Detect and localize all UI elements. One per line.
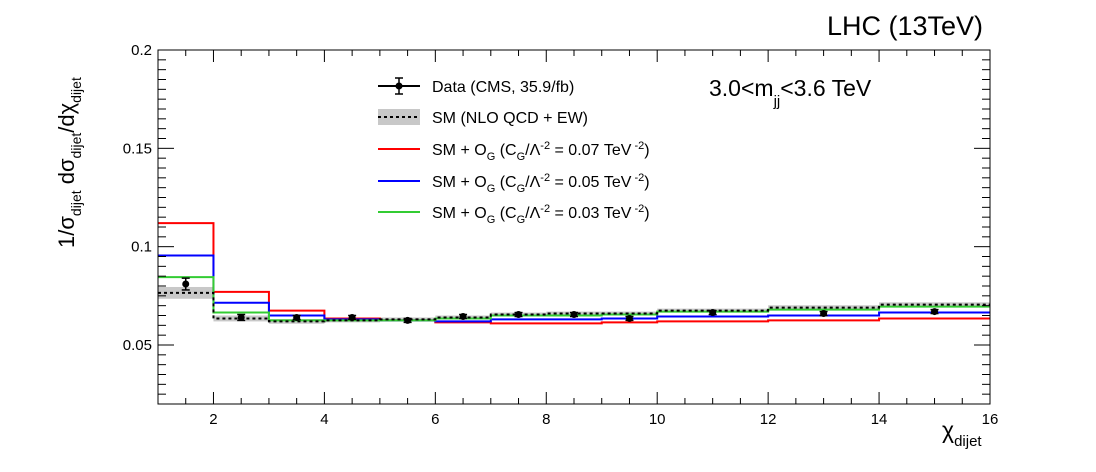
x-tick-label: 2: [209, 411, 217, 428]
data-point: [182, 280, 190, 288]
x-axis-label: χdijet: [942, 417, 982, 450]
data-point: [570, 311, 578, 319]
legend-label-3: SM + OG (CG/Λ-2 = 0.03 TeV -2): [432, 203, 650, 226]
legend-data-marker: [395, 82, 403, 90]
data-point: [293, 313, 301, 321]
uncertainty-band-layer: [158, 286, 990, 324]
x-tick-label: 4: [320, 411, 328, 428]
sm-band-bin: [158, 286, 214, 299]
data-point: [515, 311, 523, 319]
x-tick-label: 16: [982, 411, 999, 428]
plot-frame-layer: 2 4 6 8 10 12 14 16 0.05 0.1 0.15 0.2: [123, 42, 999, 428]
x-tick-label: 8: [542, 411, 550, 428]
y-tick-label: 0.2: [131, 42, 152, 59]
y-tick-label: 0.15: [123, 140, 152, 157]
x-tick-label: 12: [760, 411, 777, 428]
sm-band-bin: [879, 302, 990, 308]
legend-label-sm: SM (NLO QCD + EW): [432, 110, 588, 127]
legend: Data (CMS, 35.9/fb) SM (NLO QCD + EW) SM +…: [378, 77, 650, 226]
data-point: [404, 316, 412, 324]
data-point: [237, 313, 245, 321]
data-point: [820, 310, 828, 318]
chart-title: LHC (13TeV): [827, 11, 983, 41]
data-point: [709, 309, 717, 317]
data-point: [625, 314, 633, 322]
y-tick-label: 0.1: [131, 239, 152, 256]
series-line-2: [158, 254, 990, 323]
data-points-layer: [181, 277, 939, 324]
y-tick-label: 0.05: [123, 337, 152, 354]
data-point: [459, 312, 467, 320]
legend-label-2: SM + OG (CG/Λ-2 = 0.05 TeV -2): [432, 172, 650, 195]
x-tick-label: 14: [871, 411, 888, 428]
plot-frame: [157, 49, 991, 405]
legend-label-data: Data (CMS, 35.9/fb): [432, 79, 574, 96]
series-lines-layer: [158, 222, 990, 325]
data-point: [348, 313, 356, 321]
x-tick-label: 10: [649, 411, 666, 428]
legend-label-1: SM + OG (CG/Λ-2 = 0.07 TeV -2): [432, 140, 650, 163]
data-point: [931, 308, 939, 316]
y-axis-label: 1/σdijet dσdijet/dχdijet: [54, 77, 84, 248]
sm-line: [158, 291, 990, 323]
sm-band-bin: [768, 305, 880, 310]
mass-range-annotation: 3.0<mjj<3.6 TeV: [709, 75, 872, 110]
x-tick-label: 6: [431, 411, 439, 428]
